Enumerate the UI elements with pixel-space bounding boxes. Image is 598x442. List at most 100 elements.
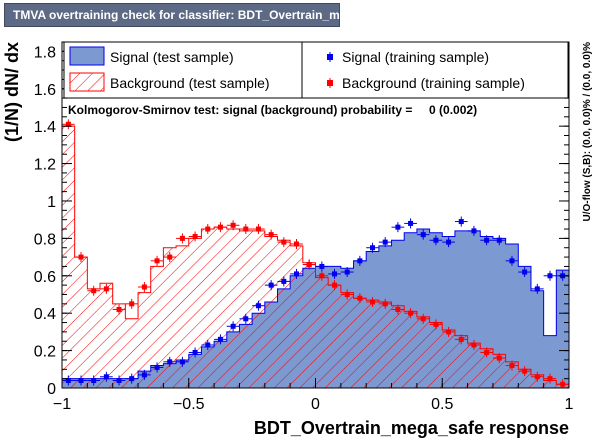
- background-train-point: [366, 296, 379, 307]
- background-test-outline: [62, 125, 569, 388]
- signal-train-point: [328, 268, 341, 279]
- background-train-point: [302, 259, 316, 270]
- background-train-point: [378, 298, 392, 309]
- background-train-point: [62, 119, 75, 130]
- background-train-point: [125, 298, 139, 309]
- signal-train-point: [454, 216, 468, 227]
- background-train-point: [429, 319, 443, 330]
- signal-train-point: [480, 235, 493, 246]
- legend-background-train-label: Background (training sample): [342, 75, 525, 91]
- legend-signal-test-swatch: [69, 46, 105, 66]
- signal-train-point: [290, 268, 303, 279]
- signal-train-point: [543, 270, 557, 281]
- x-tick-label: −0.5: [173, 396, 205, 413]
- signal-train-point: [467, 225, 481, 236]
- signal-train-point: [239, 313, 253, 324]
- x-tick-label: 0: [311, 396, 320, 413]
- signal-train-point: [505, 255, 519, 266]
- background-train-point: [315, 270, 329, 281]
- signal-train-point: [429, 235, 443, 246]
- background-train-point: [239, 224, 253, 235]
- background-train-point: [353, 293, 367, 304]
- legend-background-test-swatch: [69, 72, 105, 92]
- background-train-point: [505, 360, 519, 371]
- ks-test-text: Kolmogorov-Smirnov test: signal (backgro…: [68, 103, 477, 117]
- background-train-point: [340, 289, 354, 300]
- background-train-point: [176, 233, 189, 244]
- background-train-point: [87, 285, 101, 296]
- signal-train-point: [100, 371, 113, 382]
- signal-train-point: [530, 283, 544, 294]
- legend-right: Signal (training sample) Background (tra…: [301, 41, 569, 99]
- axes-layer: −1 −0.5 0 0.5 1 0 0.2 0.4 0.6 0.8 1 1.2 1.4 1.6 1.8: [34, 41, 574, 413]
- background-train-point: [100, 283, 113, 294]
- background-train-point: [416, 313, 430, 324]
- y-tick-label: 0.4: [34, 306, 56, 323]
- x-tick-label: −1: [53, 396, 71, 413]
- signal-train-point: [138, 369, 151, 380]
- signal-train-point: [404, 218, 417, 229]
- signal-train-point: [214, 334, 227, 345]
- background-train-point: [454, 334, 468, 345]
- signal-train-point: [150, 362, 164, 373]
- legend-signal-train-marker: [327, 52, 333, 62]
- legend-signal-train-label: Signal (training sample): [342, 49, 489, 65]
- signal-train-point: [188, 347, 202, 358]
- y-axis-title: (1/N) dN/ dx: [2, 42, 22, 142]
- x-axis-title: BDT_Overtrain_mega_safe response: [254, 418, 569, 438]
- legend-background-test-label: Background (test sample): [110, 75, 270, 91]
- signal-train-point: [416, 229, 430, 240]
- background-train-point: [277, 237, 291, 248]
- background-train-point: [138, 282, 151, 293]
- signal-train-point: [442, 237, 455, 248]
- background-train-point: [442, 326, 455, 337]
- background-train-point: [404, 308, 417, 319]
- signal-train-point: [315, 261, 329, 272]
- background-train-point: [543, 373, 557, 384]
- signal-train-point: [201, 339, 215, 350]
- signal-train-point: [492, 235, 506, 246]
- y-tick-label: 0: [47, 381, 56, 398]
- signal-train-point: [277, 276, 291, 287]
- overflow-text: U/O-flow (S,B): (0.0, 0.0)% / (0.0, 0.0)…: [582, 42, 593, 222]
- signal-train-point: [62, 375, 75, 386]
- signal-train-point: [366, 242, 379, 253]
- background-train-point: [214, 222, 227, 233]
- background-train-point: [201, 224, 215, 235]
- signal-train-point: [378, 237, 392, 248]
- signal-train-point: [340, 267, 354, 278]
- background-train-point: [150, 255, 164, 266]
- signal-train-point: [252, 300, 265, 311]
- y-tick-label: 0.2: [34, 344, 56, 361]
- y-tick-label: 1.8: [34, 44, 56, 61]
- x-tick-label: 0.5: [431, 396, 453, 413]
- legend-background-train-marker: [327, 78, 333, 88]
- y-tick-label: 1.4: [34, 119, 56, 136]
- signal-train-point: [125, 373, 139, 384]
- signal-train-point: [74, 375, 88, 386]
- title-bar-text: TMVA overtraining check for classifier: …: [13, 8, 392, 22]
- legend-right-box: [301, 41, 569, 99]
- title-bar: TMVA overtraining check for classifier: …: [4, 3, 391, 27]
- background-train-point: [264, 229, 278, 240]
- y-tick-label: 0.6: [34, 269, 56, 286]
- y-tick-label: 1.6: [34, 82, 56, 99]
- background-train-point: [480, 347, 493, 358]
- background-train-point: [163, 252, 177, 263]
- y-tick-label: 1: [47, 194, 56, 211]
- background-train-point: [252, 224, 265, 235]
- signal-train-point: [112, 375, 126, 386]
- data-layer: [62, 119, 569, 388]
- signal-train-point: [87, 375, 101, 386]
- background-train-point: [530, 371, 544, 382]
- signal-train-point: [176, 356, 189, 367]
- y-tick-label: 0.8: [34, 231, 56, 248]
- background-train-point: [112, 304, 126, 315]
- x-tick-label: 1: [565, 396, 574, 413]
- y-tick-label: 1.2: [34, 157, 56, 174]
- signal-train-point: [226, 321, 240, 332]
- signal-train-point: [163, 356, 177, 367]
- background-train-point: [290, 238, 303, 249]
- legend-left: Signal (test sample) Background (test sa…: [63, 41, 303, 99]
- background-train-point: [226, 220, 240, 231]
